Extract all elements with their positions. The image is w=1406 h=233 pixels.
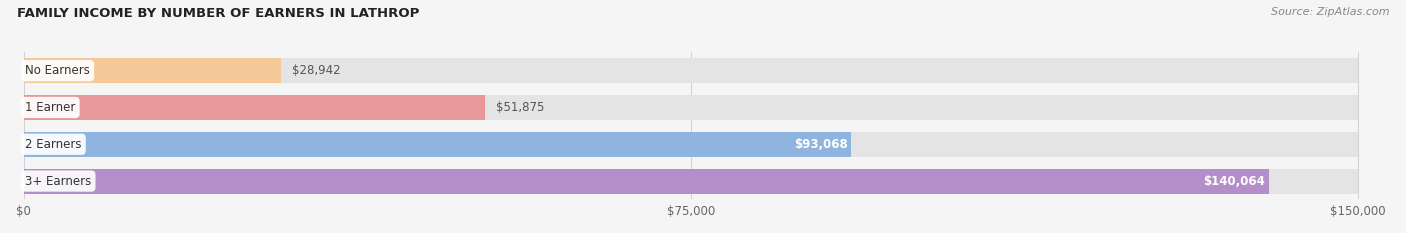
FancyBboxPatch shape	[24, 95, 1358, 120]
Text: 1 Earner: 1 Earner	[25, 101, 76, 114]
Text: $28,942: $28,942	[292, 64, 340, 77]
Text: $51,875: $51,875	[496, 101, 544, 114]
FancyBboxPatch shape	[24, 58, 281, 83]
Text: $140,064: $140,064	[1204, 175, 1265, 188]
FancyBboxPatch shape	[24, 95, 485, 120]
FancyBboxPatch shape	[24, 132, 1358, 157]
FancyBboxPatch shape	[24, 168, 1358, 194]
Text: No Earners: No Earners	[25, 64, 90, 77]
FancyBboxPatch shape	[24, 132, 852, 157]
Text: Source: ZipAtlas.com: Source: ZipAtlas.com	[1271, 7, 1389, 17]
FancyBboxPatch shape	[24, 168, 1270, 194]
Text: 2 Earners: 2 Earners	[25, 138, 82, 151]
Text: $93,068: $93,068	[794, 138, 848, 151]
Text: FAMILY INCOME BY NUMBER OF EARNERS IN LATHROP: FAMILY INCOME BY NUMBER OF EARNERS IN LA…	[17, 7, 419, 20]
FancyBboxPatch shape	[24, 58, 1358, 83]
Text: 3+ Earners: 3+ Earners	[25, 175, 91, 188]
